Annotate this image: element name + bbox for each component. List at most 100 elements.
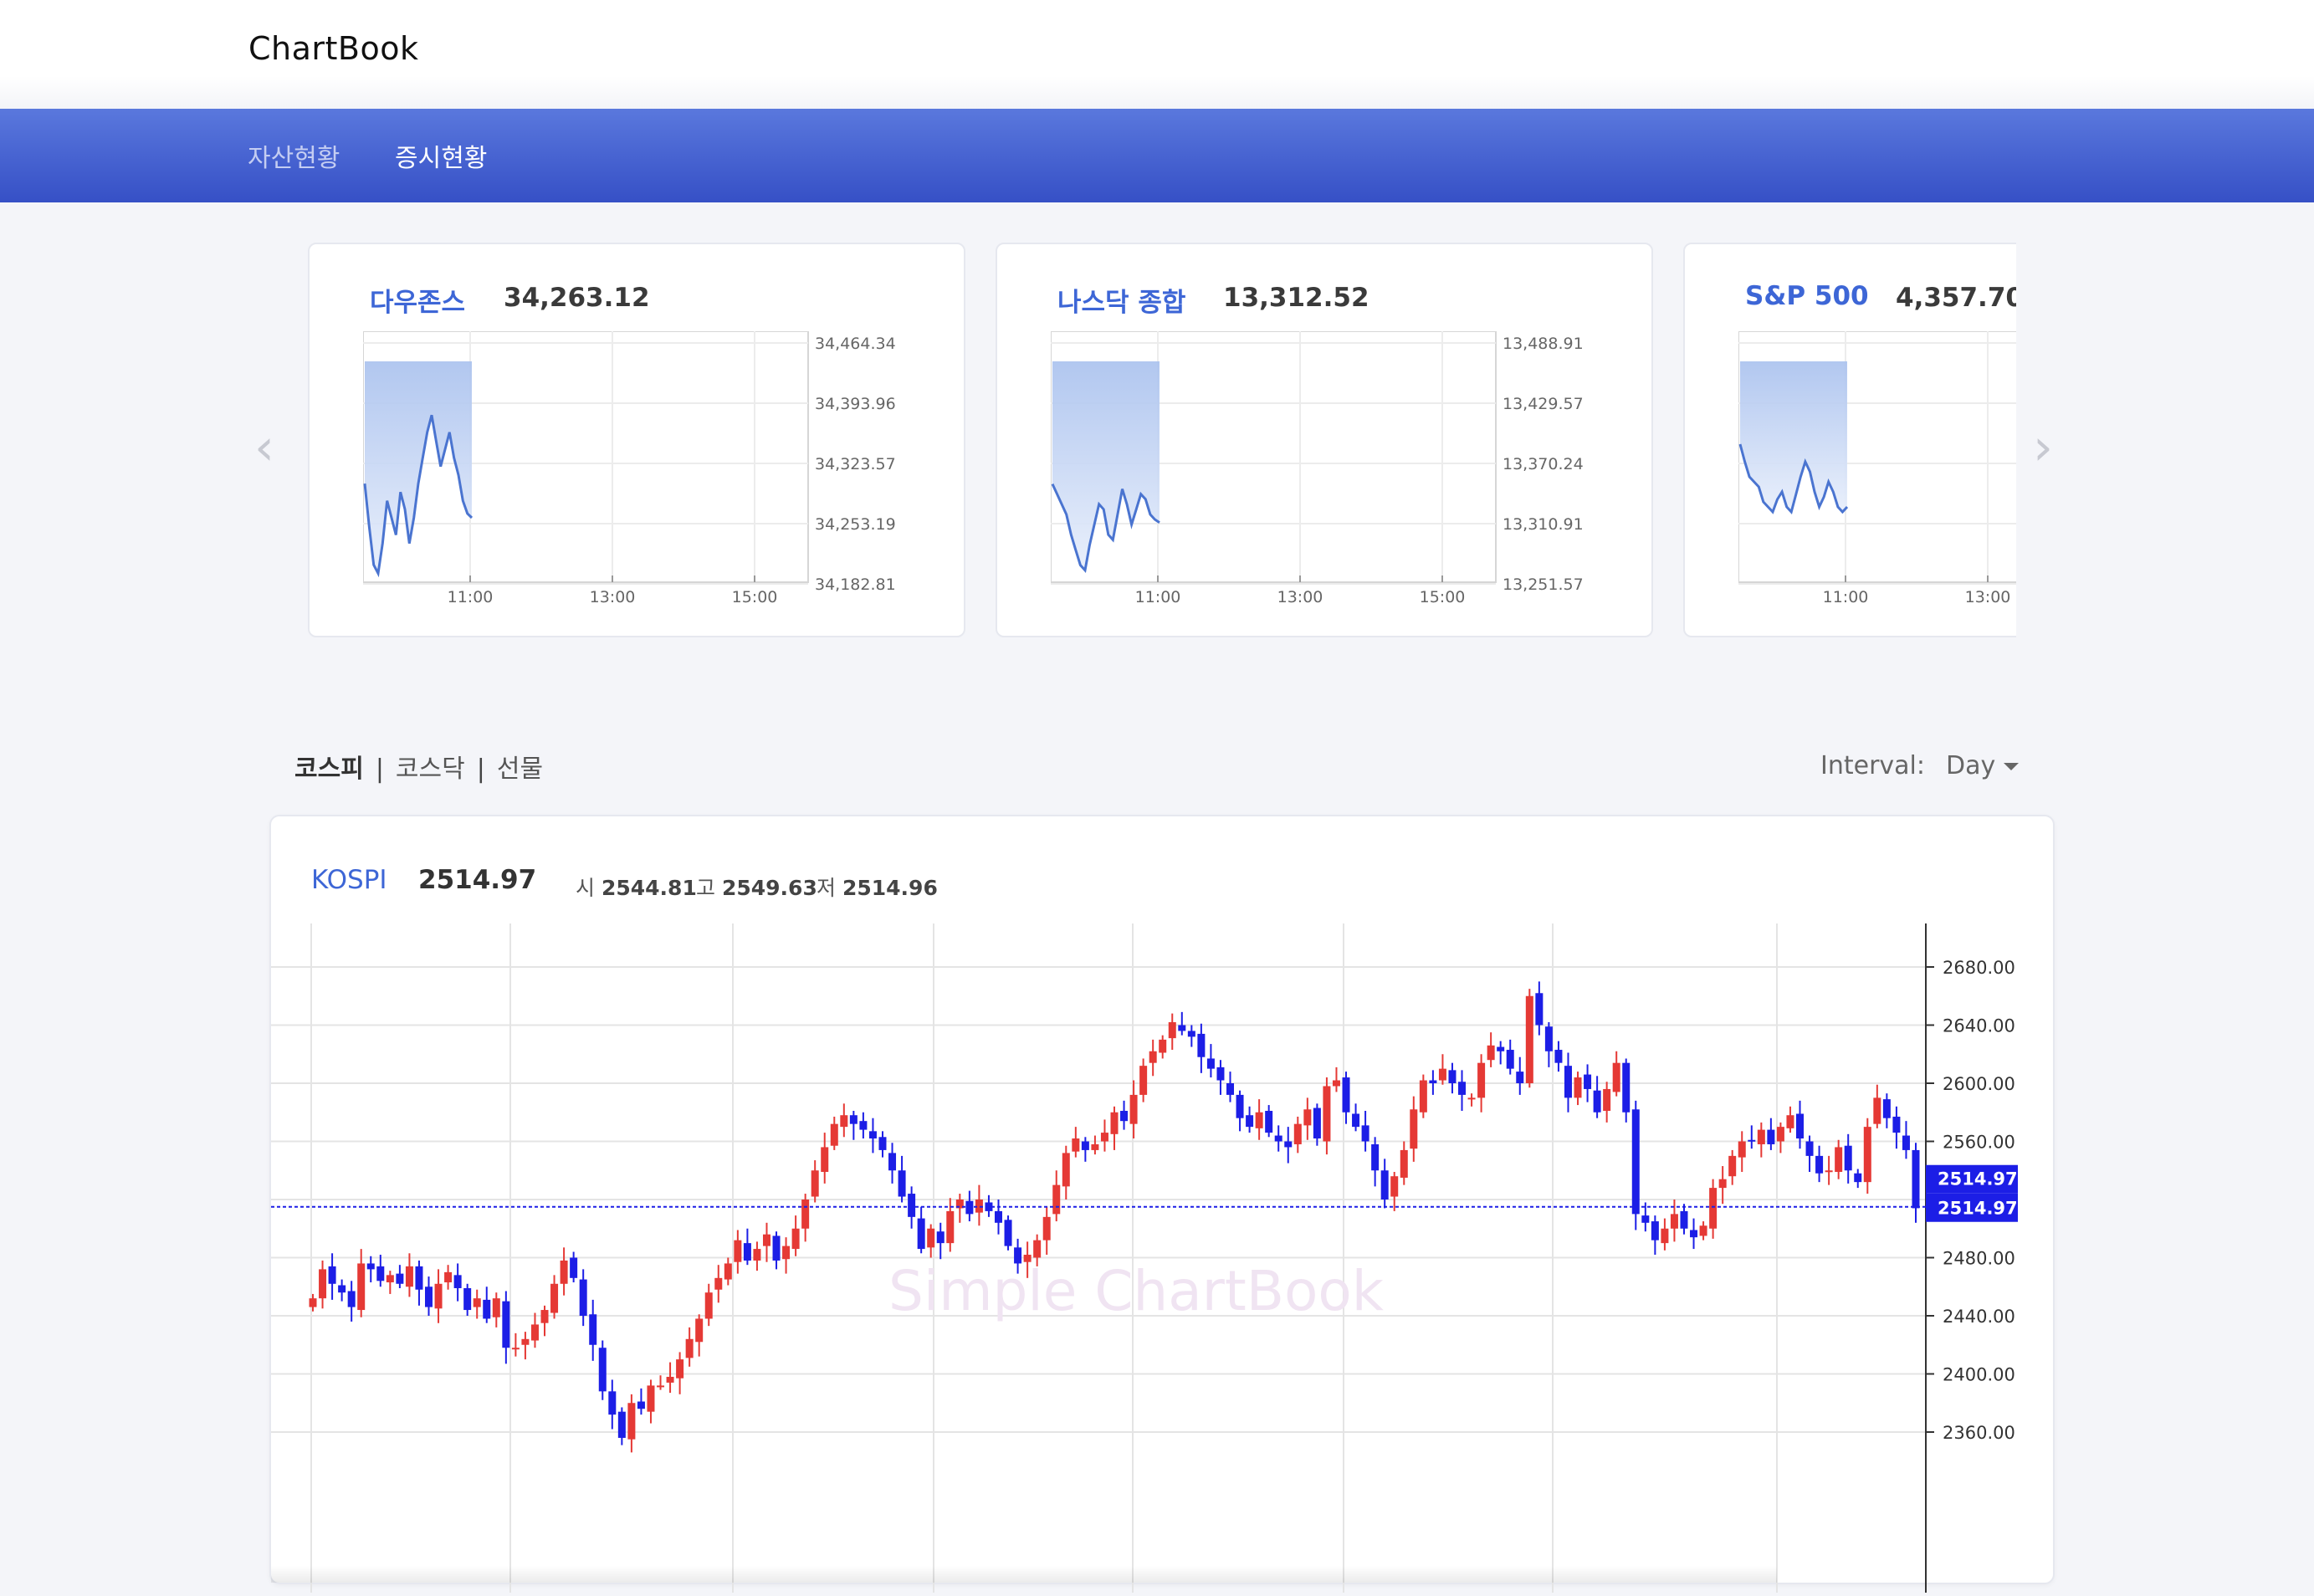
mini-series-line	[1738, 443, 1849, 515]
candlestick-svg: 2680.00 2640.00 2600.00 2560.00 2480.00 2440.…	[271, 923, 2018, 1593]
index-value: 13,312.52	[1223, 283, 1369, 313]
candle	[1390, 1171, 1399, 1211]
candle	[483, 1287, 491, 1323]
candle	[859, 1112, 868, 1139]
y-tick-label: 2440.00	[1943, 1307, 2015, 1327]
candle	[1815, 1145, 1824, 1183]
candle	[1603, 1082, 1611, 1123]
candle	[1004, 1215, 1012, 1251]
interval-label: Interval:	[1820, 751, 1925, 780]
candle	[1487, 1032, 1495, 1067]
candle	[598, 1340, 607, 1400]
candle	[676, 1352, 684, 1394]
nav-item-assets[interactable]: 자산현황	[248, 144, 340, 173]
candle	[724, 1257, 732, 1286]
nav-item-market[interactable]: 증시현황	[395, 144, 488, 173]
carousel-next-icon[interactable]: ›	[2033, 418, 2053, 477]
candle	[521, 1332, 530, 1360]
y-tick-label: 2480.00	[1943, 1249, 2015, 1269]
candle	[1052, 1170, 1061, 1222]
mini-area	[1740, 361, 1847, 512]
candle	[1873, 1084, 1881, 1128]
candle	[1544, 1022, 1553, 1067]
candle	[647, 1379, 655, 1424]
candle	[376, 1255, 385, 1287]
candle	[1661, 1218, 1669, 1251]
candle	[1680, 1204, 1688, 1235]
candle	[840, 1103, 848, 1138]
index-card-nasdaq[interactable]: 나스닥 종합 13,312.52 13,488.91 13,429.57 13,37…	[996, 243, 1653, 637]
mini-x-tick: 15:00	[732, 588, 778, 606]
candle	[1690, 1218, 1698, 1250]
mini-chart-svg: 11:00 13:00	[1738, 330, 2016, 606]
tab-kosdaq[interactable]: 코스닥	[395, 755, 465, 784]
tab-separator: |	[375, 755, 384, 784]
candle	[811, 1160, 819, 1203]
candle	[1419, 1074, 1427, 1118]
candle	[1236, 1090, 1244, 1132]
candle	[1718, 1166, 1727, 1205]
brand-logo[interactable]: ChartBook	[248, 30, 419, 67]
candlestick-chart[interactable]: 2680.00 2640.00 2600.00 2560.00 2480.00 2440.…	[271, 923, 2056, 1593]
mini-x-tick: 13:00	[590, 588, 636, 606]
candle	[1332, 1067, 1340, 1092]
candle	[1255, 1099, 1263, 1140]
candle	[704, 1283, 713, 1327]
candle	[434, 1269, 443, 1323]
interval-dropdown[interactable]: Day	[1946, 751, 2020, 780]
low-value: 2514.96	[842, 876, 938, 900]
candle	[1728, 1149, 1737, 1185]
candle	[1825, 1155, 1833, 1185]
candle	[1246, 1106, 1254, 1133]
candle	[637, 1388, 645, 1415]
candle	[1863, 1118, 1871, 1194]
kospi-chart-card: KOSPI 2514.97 시 2544.81 고 2549.63 저 2514…	[269, 815, 2055, 1593]
candle	[868, 1118, 877, 1154]
candle	[319, 1260, 327, 1309]
index-card-sp500[interactable]: S&P 500 4,357.70 11:00 13:00	[1683, 243, 2016, 637]
candle	[1757, 1122, 1765, 1158]
card-shadow	[271, 1566, 1777, 1583]
candle	[888, 1143, 897, 1184]
main-index-name: KOSPI	[311, 865, 387, 895]
candle	[1400, 1141, 1408, 1185]
candle	[917, 1206, 925, 1254]
mini-y-tick: 34,253.19	[815, 515, 896, 534]
candle	[550, 1275, 559, 1319]
candle	[1844, 1133, 1852, 1184]
mini-x-tick: 11:00	[1135, 588, 1181, 606]
candle	[1100, 1119, 1108, 1152]
carousel-prev-icon[interactable]: ‹	[254, 418, 274, 477]
candle	[1361, 1111, 1369, 1152]
candle	[1014, 1238, 1022, 1274]
candle	[425, 1276, 433, 1316]
candle	[1352, 1103, 1360, 1132]
candle	[1776, 1122, 1784, 1154]
index-card-dow[interactable]: 다우존스 34,263.12 34,464.34 34,393.96 34,323.…	[308, 243, 965, 637]
candle	[849, 1111, 858, 1140]
tab-futures[interactable]: 선물	[496, 755, 544, 784]
candle	[1380, 1159, 1389, 1209]
tab-kospi[interactable]: 코스피	[294, 755, 364, 784]
candle	[1323, 1077, 1331, 1155]
interval-value: Day	[1946, 751, 1996, 780]
candle	[830, 1116, 838, 1150]
candle	[328, 1253, 336, 1300]
main-index-value: 2514.97	[418, 865, 537, 895]
mini-area	[365, 361, 472, 574]
candle	[530, 1312, 539, 1348]
candle	[1767, 1118, 1775, 1150]
mini-y-tick: 13,370.24	[1503, 455, 1584, 473]
candle	[1429, 1070, 1437, 1095]
candle	[1303, 1097, 1312, 1140]
candle	[1584, 1064, 1592, 1102]
candle	[1139, 1058, 1148, 1102]
candle	[347, 1281, 356, 1322]
candle	[1274, 1125, 1282, 1152]
candle	[955, 1194, 964, 1223]
candle	[396, 1265, 404, 1288]
mini-series-line	[1051, 483, 1160, 573]
candle	[1206, 1044, 1215, 1078]
open-label: 시	[576, 876, 596, 900]
candle	[1168, 1013, 1176, 1051]
